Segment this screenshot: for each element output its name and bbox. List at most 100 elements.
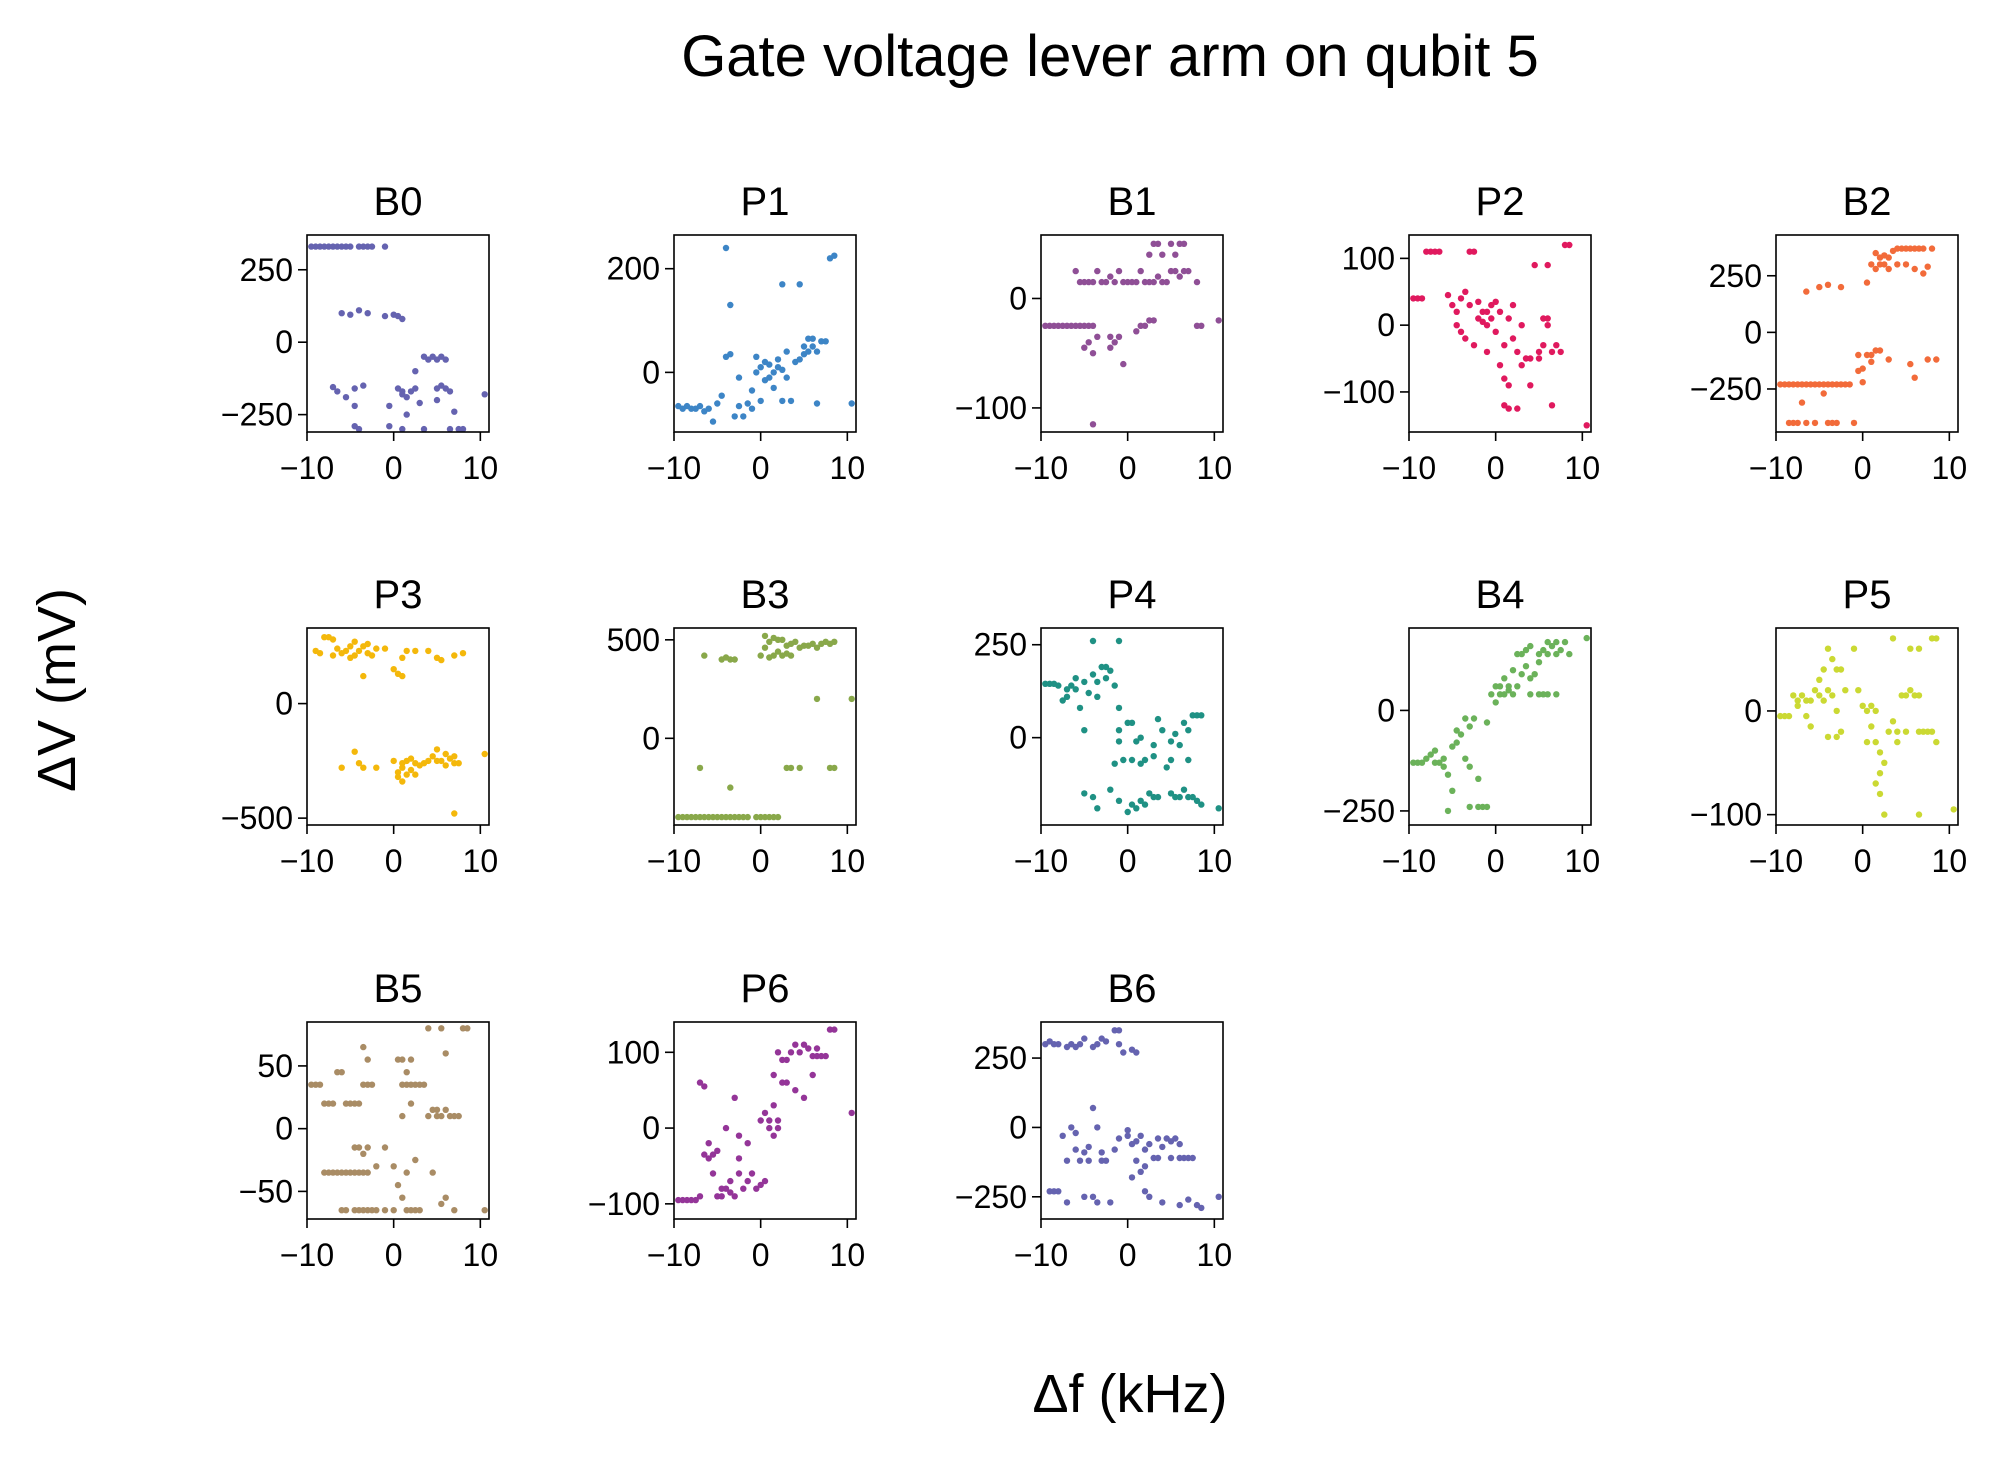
data-point xyxy=(1198,712,1205,719)
data-point xyxy=(1566,650,1573,658)
data-point xyxy=(1915,692,1923,699)
data-point xyxy=(1436,759,1443,766)
data-point xyxy=(1794,419,1801,427)
data-point xyxy=(360,672,367,680)
data-point xyxy=(1868,351,1875,359)
data-point xyxy=(403,394,410,401)
data-point xyxy=(442,1050,449,1057)
y-tick-label: −500 xyxy=(221,800,293,836)
x-tick-label: 10 xyxy=(830,450,866,486)
data-point xyxy=(1868,723,1875,730)
x-tick-label: −10 xyxy=(647,1237,701,1273)
subplot-title-b3: B3 xyxy=(741,573,790,617)
data-point xyxy=(399,1081,406,1088)
data-point xyxy=(1807,697,1814,704)
data-point xyxy=(774,648,782,655)
data-point xyxy=(399,654,406,661)
x-tick-label: −10 xyxy=(1014,843,1068,879)
data-point xyxy=(334,243,341,250)
data-point xyxy=(1063,1157,1071,1164)
data-point xyxy=(1501,402,1508,409)
x-tick-label: −10 xyxy=(280,1237,334,1273)
x-tick-label: 0 xyxy=(1854,843,1872,879)
data-point xyxy=(1924,263,1931,270)
data-point xyxy=(1176,273,1183,280)
subplot-title-b1: B1 xyxy=(1108,180,1157,224)
data-point xyxy=(1475,298,1482,305)
data-point xyxy=(1124,1127,1131,1134)
subplot-p3: P3 −10 0 10 −500 0 xyxy=(221,573,498,879)
data-point xyxy=(355,760,363,767)
data-point xyxy=(1872,265,1879,273)
data-point xyxy=(1115,267,1123,275)
data-point xyxy=(1133,738,1140,745)
data-point xyxy=(1509,691,1517,698)
subplot-b5: B5 −10 0 10 −50 0 50 xyxy=(239,967,498,1273)
data-point xyxy=(1492,298,1499,305)
data-point xyxy=(364,1144,371,1151)
data-point xyxy=(1094,805,1101,812)
data-point xyxy=(412,1207,419,1214)
data-point xyxy=(407,755,415,762)
data-point xyxy=(1514,683,1521,690)
x-tick-label: −10 xyxy=(1749,843,1803,879)
data-point xyxy=(364,310,371,317)
data-point xyxy=(412,368,419,375)
data-point xyxy=(1544,691,1551,698)
data-point xyxy=(1124,1132,1131,1140)
data-point xyxy=(822,338,829,345)
y-tick-label: 200 xyxy=(607,251,660,287)
shared-x-axis-label: Δf (kHz) xyxy=(1032,1364,1227,1424)
data-point xyxy=(355,425,363,433)
data-point xyxy=(1470,248,1478,255)
data-point xyxy=(360,764,367,771)
data-point xyxy=(1457,328,1465,335)
data-point xyxy=(1172,1135,1179,1142)
data-point xyxy=(1483,322,1491,329)
data-point xyxy=(1859,365,1866,372)
data-point xyxy=(1894,245,1901,252)
data-point xyxy=(761,1109,769,1117)
data-point xyxy=(1120,1049,1127,1056)
data-point xyxy=(1876,749,1884,756)
data-point xyxy=(1128,1174,1136,1181)
data-point xyxy=(368,1081,376,1088)
data-point xyxy=(744,813,751,821)
y-tick-label: 0 xyxy=(1377,692,1395,728)
data-point xyxy=(757,364,764,371)
data-point xyxy=(1133,805,1140,812)
data-point xyxy=(1833,733,1840,741)
data-point xyxy=(1505,683,1512,690)
subplot-frame-p5 xyxy=(1775,627,1959,826)
data-point xyxy=(731,413,738,420)
data-point xyxy=(347,311,354,318)
data-point xyxy=(373,764,380,771)
data-point xyxy=(1115,1135,1123,1142)
subplot-title-b0: B0 xyxy=(374,180,423,224)
data-point xyxy=(1176,1140,1183,1148)
data-point xyxy=(1566,241,1573,249)
data-point xyxy=(1159,1199,1166,1206)
data-point xyxy=(1111,278,1118,286)
data-point xyxy=(1492,328,1499,335)
y-tick-label: 250 xyxy=(974,627,1027,663)
data-point xyxy=(1189,1154,1196,1162)
data-point xyxy=(1920,728,1927,735)
data-point xyxy=(338,310,345,317)
data-point xyxy=(1193,797,1201,804)
data-point xyxy=(1167,240,1175,247)
data-point xyxy=(1518,671,1525,678)
x-tick-label: 10 xyxy=(1197,843,1233,879)
data-point xyxy=(1198,801,1205,808)
data-point xyxy=(351,638,358,645)
data-point xyxy=(787,1049,795,1056)
data-point xyxy=(451,408,458,415)
data-point xyxy=(1505,405,1512,412)
data-point xyxy=(438,757,445,765)
x-tick-label: 0 xyxy=(385,450,403,486)
data-point xyxy=(1816,381,1823,388)
data-point xyxy=(1072,1129,1079,1137)
data-point xyxy=(748,387,756,394)
